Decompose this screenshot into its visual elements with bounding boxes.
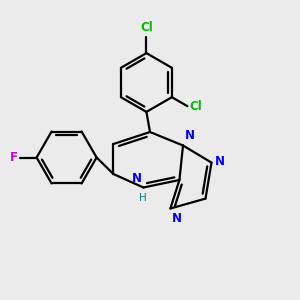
Text: N: N bbox=[184, 129, 194, 142]
Text: H: H bbox=[139, 193, 147, 203]
Text: Cl: Cl bbox=[140, 21, 153, 34]
Text: N: N bbox=[132, 172, 142, 184]
Text: N: N bbox=[172, 212, 182, 224]
Text: F: F bbox=[10, 151, 18, 164]
Text: N: N bbox=[214, 154, 224, 168]
Text: Cl: Cl bbox=[190, 100, 203, 113]
